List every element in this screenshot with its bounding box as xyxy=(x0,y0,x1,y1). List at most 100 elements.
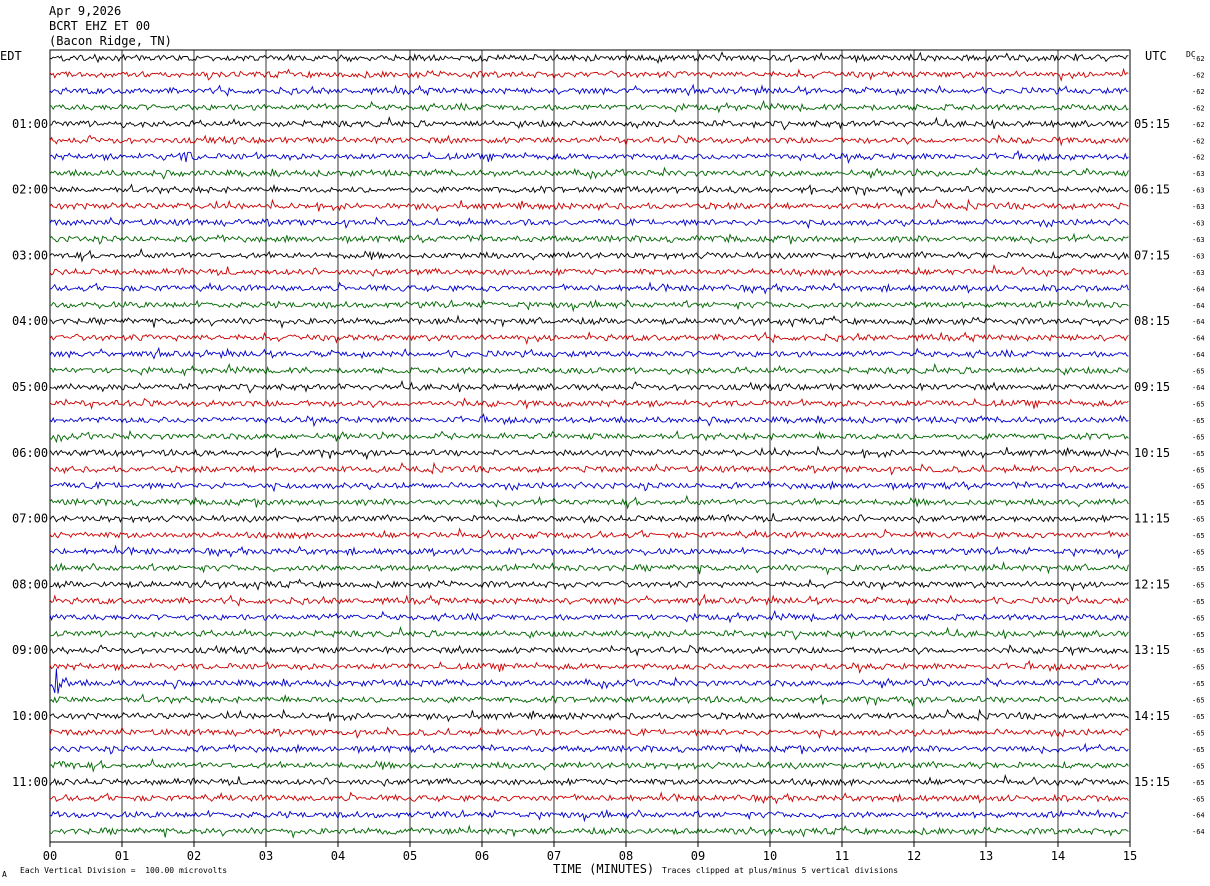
left-hour-label: 08:00 xyxy=(12,577,48,591)
dc-offset-label: -62 xyxy=(1192,121,1205,129)
dc-offset-label: -65 xyxy=(1192,729,1205,737)
x-tick-label: 09 xyxy=(691,849,705,863)
dc-offset-label: -62 xyxy=(1192,71,1205,79)
dc-offset-label: -64 xyxy=(1192,285,1205,293)
dc-offset-label: -62 xyxy=(1192,104,1205,112)
x-tick-label: 12 xyxy=(907,849,921,863)
left-tz-label: EDT xyxy=(0,49,22,63)
trace-row-44 xyxy=(49,774,1129,788)
corner-mark: A xyxy=(2,870,7,879)
trace-row-34 xyxy=(49,609,1129,624)
trace-row-40 xyxy=(49,708,1129,723)
trace-row-45 xyxy=(49,791,1129,805)
dc-offset-label: -65 xyxy=(1192,433,1205,441)
header-station: BCRT EHZ ET 00 xyxy=(49,19,151,33)
x-tick-label: 14 xyxy=(1051,849,1065,863)
trace-row-5 xyxy=(49,134,1129,147)
x-tick-label: 05 xyxy=(403,849,417,863)
trace-row-11 xyxy=(49,232,1129,245)
left-hour-label: 01:00 xyxy=(12,117,48,131)
left-hour-label: 10:00 xyxy=(12,709,48,723)
trace-row-15 xyxy=(49,298,1129,313)
right-hour-label: 11:15 xyxy=(1134,512,1170,526)
dc-offset-label: -65 xyxy=(1192,697,1205,705)
dc-offset-label: -64 xyxy=(1192,828,1205,836)
dc-offset-label: -65 xyxy=(1192,450,1205,458)
dc-offset-label: -65 xyxy=(1192,516,1205,524)
trace-row-46 xyxy=(49,808,1129,823)
trace-row-39 xyxy=(49,693,1129,708)
dc-offset-label: -65 xyxy=(1192,532,1205,540)
dc-offset-label: -64 xyxy=(1192,384,1205,392)
dc-offset-label: -65 xyxy=(1192,762,1205,770)
left-hour-label: 04:00 xyxy=(12,314,48,328)
trace-row-37 xyxy=(49,659,1129,675)
dc-offset-label: -64 xyxy=(1192,318,1205,326)
trace-row-38 xyxy=(49,668,1129,694)
right-hour-label: 13:15 xyxy=(1134,643,1170,657)
x-tick-label: 11 xyxy=(835,849,849,863)
dc-offset-label: -65 xyxy=(1192,565,1205,573)
dc-offset-label: -63 xyxy=(1192,220,1205,228)
dc-offset-label: -63 xyxy=(1192,170,1205,178)
dc-offset-label: -65 xyxy=(1192,779,1205,787)
dc-offset-label: -62 xyxy=(1192,154,1205,162)
trace-row-31 xyxy=(49,561,1129,576)
clip-note: Traces clipped at plus/minus 5 vertical … xyxy=(662,866,899,875)
right-hour-label: 15:15 xyxy=(1134,775,1170,789)
trace-row-20 xyxy=(49,379,1129,394)
dc-offset-label: -63 xyxy=(1192,252,1205,260)
trace-row-42 xyxy=(49,742,1129,755)
trace-row-18 xyxy=(49,346,1129,360)
dc-offset-label: -63 xyxy=(1192,236,1205,244)
trace-row-17 xyxy=(49,330,1129,346)
trace-row-10 xyxy=(49,216,1129,230)
trace-row-29 xyxy=(49,527,1129,541)
x-tick-label: 08 xyxy=(619,849,633,863)
dc-offset-label: -64 xyxy=(1192,812,1205,820)
trace-row-33 xyxy=(49,593,1129,607)
trace-row-16 xyxy=(49,314,1129,329)
trace-row-0 xyxy=(49,51,1129,64)
trace-row-35 xyxy=(49,626,1129,641)
right-hour-label: 12:15 xyxy=(1134,577,1170,591)
dc-offset-label: -63 xyxy=(1192,269,1205,277)
dc-offset-label: -62 xyxy=(1192,88,1205,96)
trace-row-27 xyxy=(49,494,1129,510)
trace-row-13 xyxy=(49,264,1129,278)
trace-row-32 xyxy=(49,578,1129,592)
dc-offset-label: -64 xyxy=(1192,335,1205,343)
header-date: Apr 9,2026 xyxy=(49,4,122,18)
dc-offset-label: -65 xyxy=(1192,368,1205,376)
right-hour-label: 07:15 xyxy=(1134,248,1170,262)
trace-row-41 xyxy=(49,726,1129,740)
dc-offset-label: -65 xyxy=(1192,746,1205,754)
x-tick-label: 00 xyxy=(43,849,57,863)
dc-offset-label: -65 xyxy=(1192,680,1205,688)
x-tick-label: 10 xyxy=(763,849,777,863)
dc-offset-label: -65 xyxy=(1192,417,1205,425)
x-axis-title: TIME (MINUTES) xyxy=(553,862,655,876)
x-tick-label: 04 xyxy=(331,849,345,863)
dc-offset-label: -65 xyxy=(1192,713,1205,721)
dc-offset-label: -65 xyxy=(1192,647,1205,655)
x-tick-label: 02 xyxy=(187,849,201,863)
trace-row-22 xyxy=(49,413,1129,428)
trace-row-30 xyxy=(49,544,1129,560)
scale-note: Each Vertical Division = 100.00 microvol… xyxy=(20,866,228,875)
trace-row-8 xyxy=(49,183,1129,198)
x-tick-label: 06 xyxy=(475,849,489,863)
dc-offset-label: -65 xyxy=(1192,614,1205,622)
dc-offset-label: -63 xyxy=(1192,203,1205,211)
x-tick-label: 13 xyxy=(979,849,993,863)
right-hour-label: 08:15 xyxy=(1134,314,1170,328)
plot-frame xyxy=(49,49,1131,843)
left-hour-label: 11:00 xyxy=(12,775,48,789)
left-hour-label: 09:00 xyxy=(12,643,48,657)
trace-row-26 xyxy=(49,480,1129,493)
trace-row-36 xyxy=(49,644,1129,657)
x-tick-label: 03 xyxy=(259,849,273,863)
trace-row-43 xyxy=(50,757,1129,773)
trace-row-28 xyxy=(49,513,1129,524)
dc-offset-label: -65 xyxy=(1192,499,1205,507)
